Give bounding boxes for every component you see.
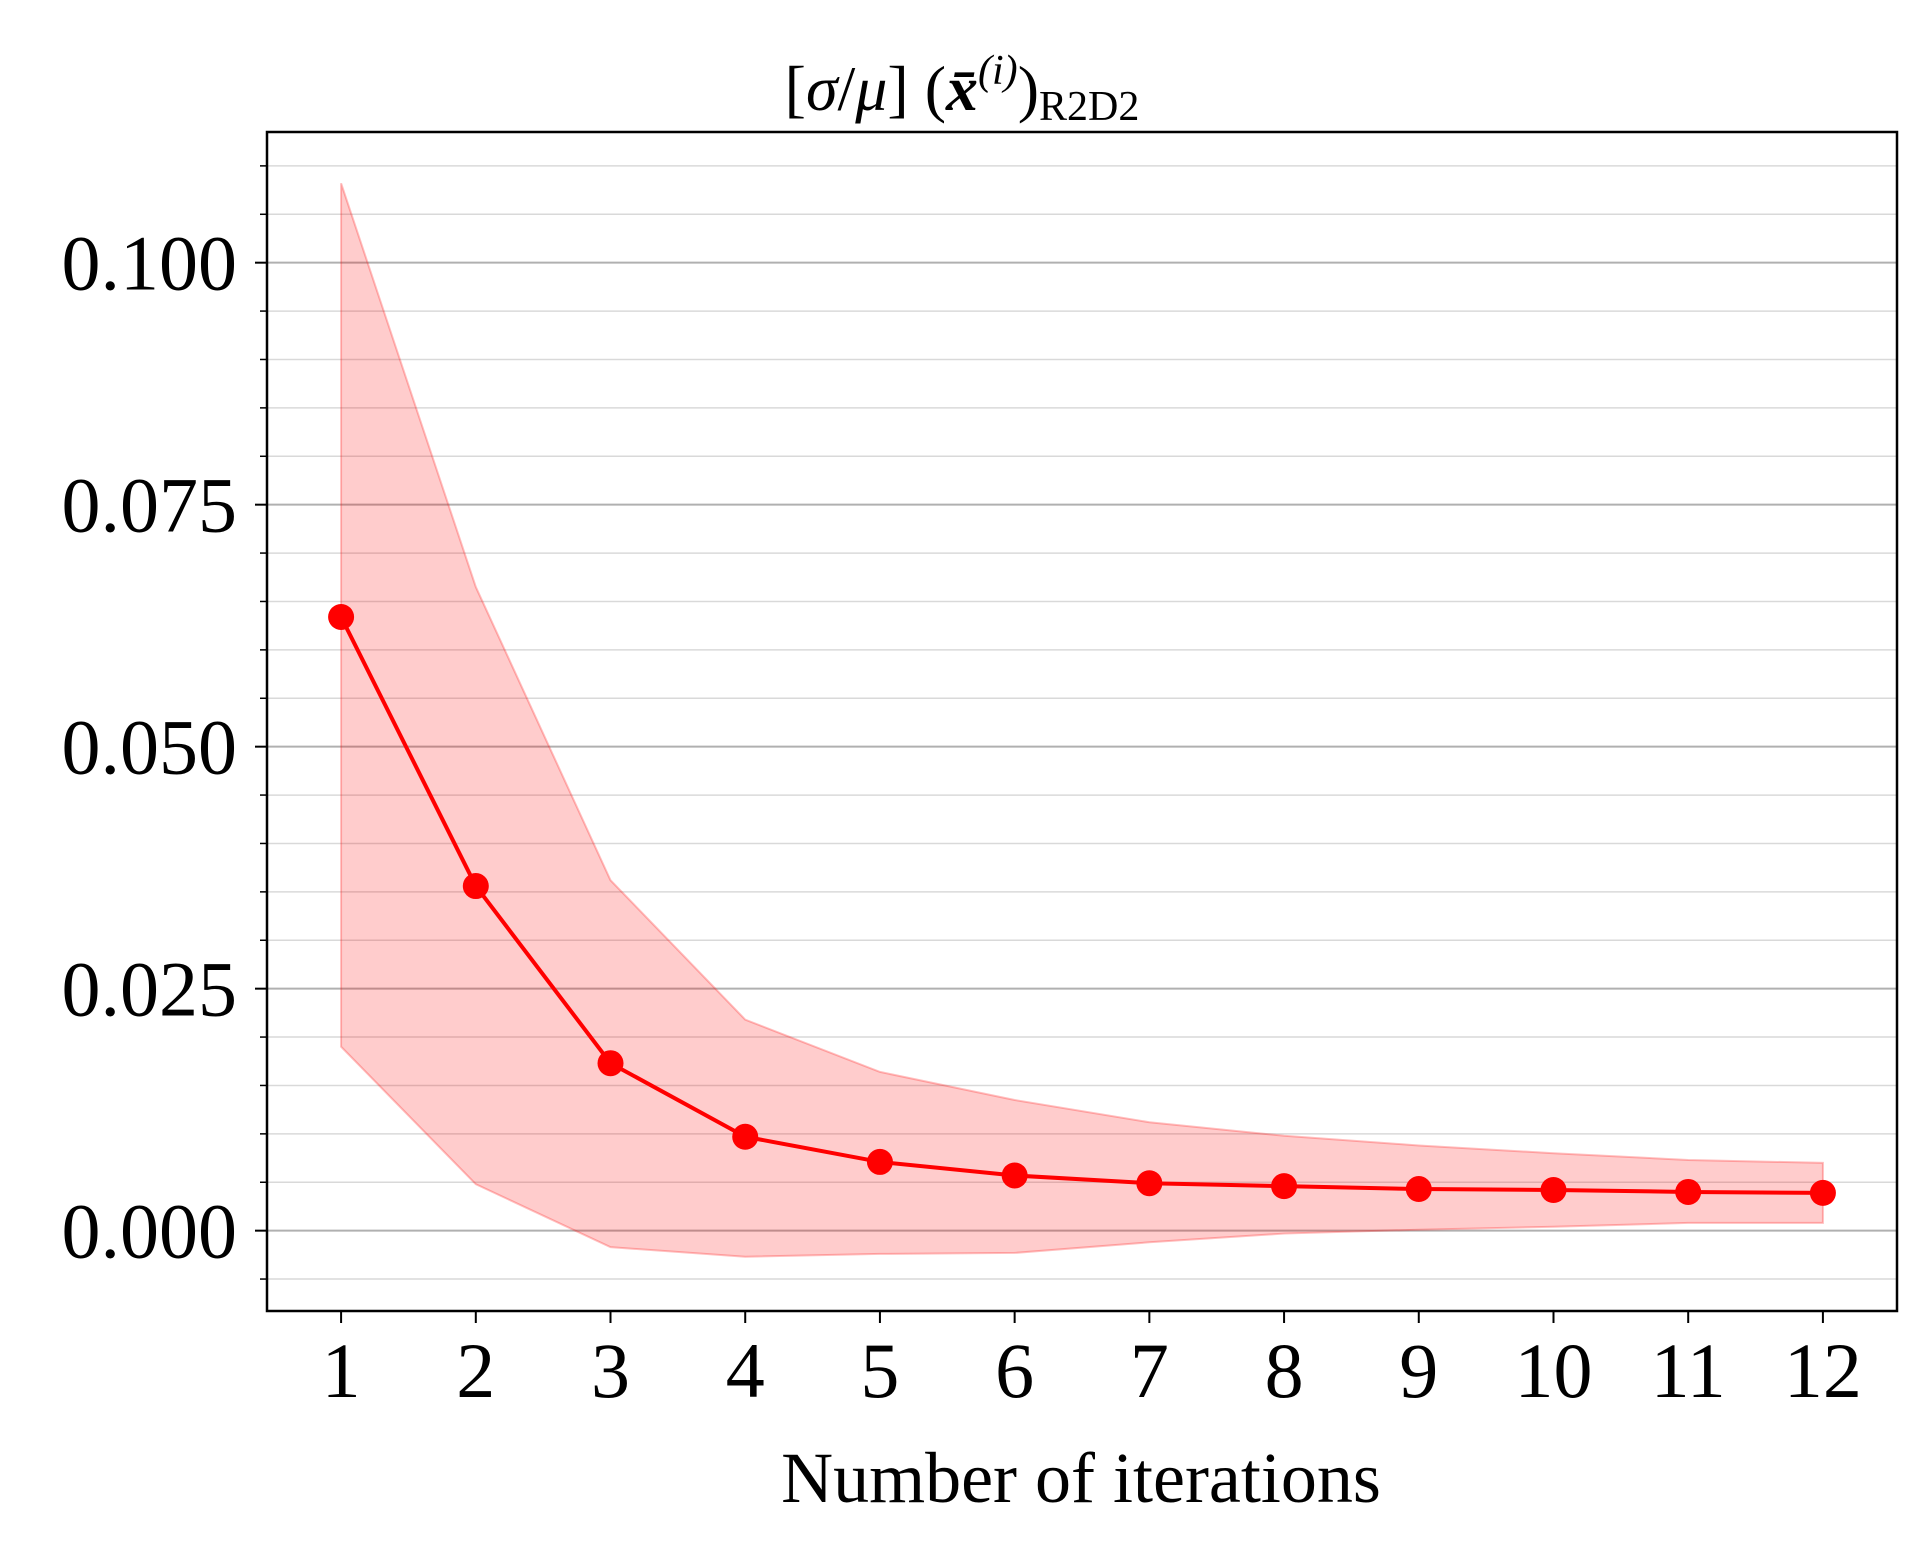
- x-tick-label: 8: [1265, 1327, 1304, 1414]
- data-point: [1540, 1177, 1567, 1204]
- data-point: [1809, 1179, 1836, 1206]
- std-band: [340, 182, 1824, 1258]
- y-tick-label: 0.075: [62, 462, 238, 549]
- x-tick-label: 11: [1651, 1327, 1726, 1414]
- data-point: [1271, 1173, 1298, 1200]
- title-x-bar: x̄: [945, 53, 978, 124]
- x-tick-label: 10: [1514, 1327, 1592, 1414]
- x-axis-label: Number of iterations: [781, 1438, 1381, 1518]
- data-point: [732, 1123, 759, 1150]
- title-mu: μ: [854, 53, 887, 124]
- x-tick-label: 5: [860, 1327, 899, 1414]
- title-close-bracket: ]: [887, 53, 908, 124]
- line-layer: [339, 616, 1823, 1195]
- x-tick-label: 1: [322, 1327, 361, 1414]
- y-axis: 0.000 0.025 0.050 0.075 0.100: [62, 165, 267, 1280]
- x-axis: 1 2 3 4 5 6 7 8 9 10 11 12: [322, 1311, 1862, 1414]
- title-open-bracket: [: [785, 53, 806, 124]
- x-tick-label: 7: [1130, 1327, 1169, 1414]
- y-tick-label: 0.000: [62, 1188, 238, 1275]
- title-superscript: (i): [978, 48, 1018, 94]
- y-tick-label: 0.100: [62, 220, 238, 307]
- plot-frame: [265, 130, 1899, 1313]
- data-point: [462, 873, 489, 900]
- x-tick-label: 9: [1399, 1327, 1438, 1414]
- title-slash: /: [838, 53, 856, 124]
- x-tick-label: 2: [456, 1327, 495, 1414]
- title-close-paren: ): [1018, 53, 1039, 124]
- y-tick-label: 0.050: [62, 704, 238, 791]
- marker-layer: [328, 603, 1836, 1206]
- title-open-paren: (: [925, 53, 946, 124]
- grid-layer: [267, 165, 1897, 1280]
- x-tick-label: 6: [995, 1327, 1034, 1414]
- x-tick-label: 4: [726, 1327, 765, 1414]
- data-point: [1136, 1170, 1163, 1197]
- title-subscript: R2D2: [1039, 84, 1139, 130]
- data-point: [866, 1148, 893, 1175]
- title-sigma: σ: [806, 53, 840, 124]
- data-point: [328, 603, 355, 630]
- series-line: [339, 616, 1823, 1195]
- data-point: [1405, 1176, 1432, 1203]
- x-tick-label: 12: [1784, 1327, 1862, 1414]
- band-layer: [340, 182, 1824, 1258]
- data-point: [597, 1050, 624, 1077]
- chart-title: [σ/μ] (x̄(i))R2D2: [785, 48, 1140, 130]
- title-space: [909, 53, 925, 124]
- data-point: [1675, 1178, 1702, 1205]
- x-tick-label: 3: [591, 1327, 630, 1414]
- data-point: [1001, 1162, 1028, 1189]
- y-tick-label: 0.025: [62, 946, 238, 1033]
